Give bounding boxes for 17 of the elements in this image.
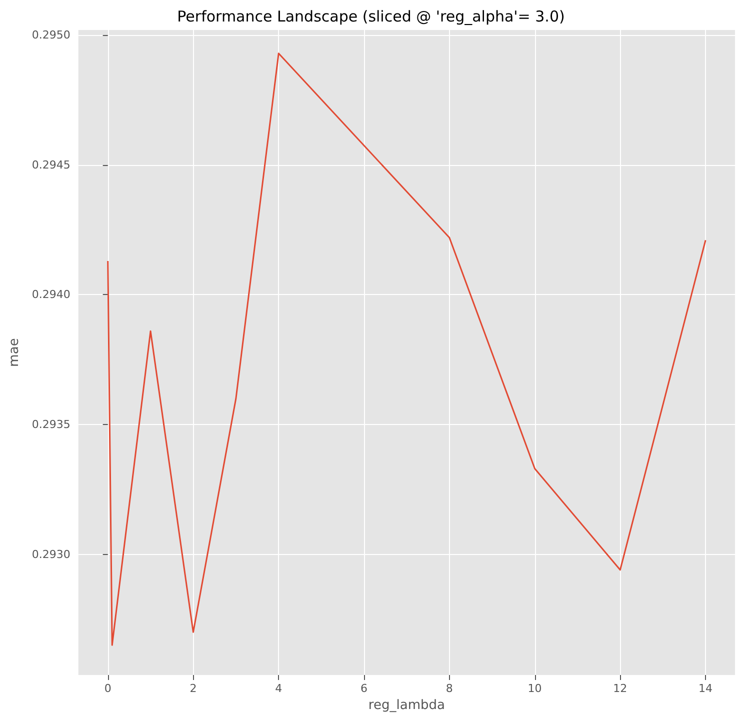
x-tick-label: 14: [698, 682, 713, 695]
x-tick-label: 2: [190, 682, 197, 695]
y-tick-label: 0.2930: [32, 548, 70, 561]
y-tick-label: 0.2935: [32, 418, 70, 432]
y-tick-label: 0.2945: [32, 158, 70, 172]
y-tick-label: 0.2950: [32, 28, 70, 42]
x-tick-label: 6: [360, 682, 368, 695]
x-tick-label: 0: [104, 682, 112, 695]
line-series: [107, 52, 706, 646]
x-axis-title: reg_lambda: [368, 698, 445, 713]
x-tick-label: 4: [275, 682, 282, 695]
x-tick-label: 10: [528, 682, 542, 695]
x-tick-label: 12: [613, 682, 628, 695]
chart-title: Performance Landscape (sliced @ 'reg_alpha'= 3.0): [177, 8, 565, 26]
y-tick-label: 0.2940: [32, 288, 70, 302]
y-axis-title: mae: [7, 338, 22, 367]
x-tick-label: 8: [446, 682, 453, 695]
